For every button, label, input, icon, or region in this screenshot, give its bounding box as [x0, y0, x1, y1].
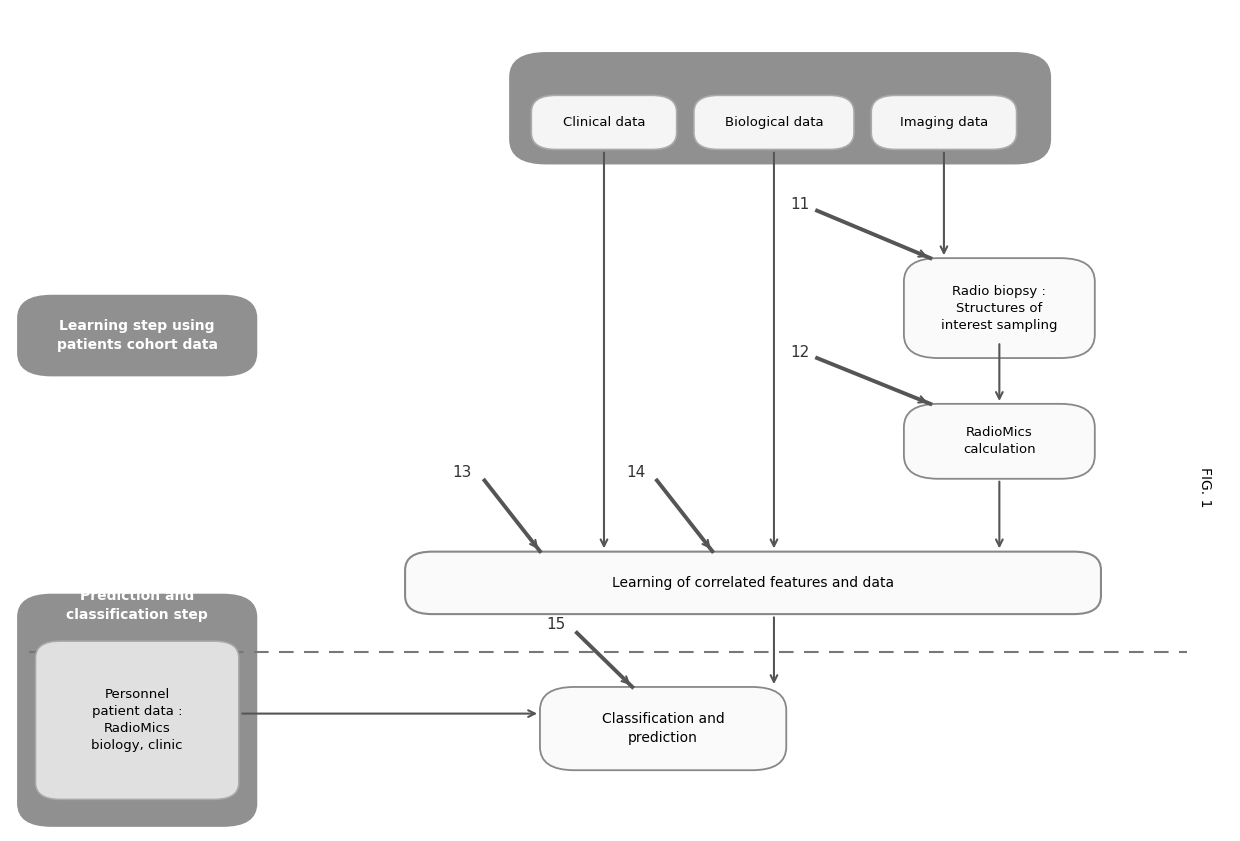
Text: 14: 14 — [626, 464, 645, 479]
Text: 11: 11 — [790, 197, 810, 211]
Text: Imaging data: Imaging data — [900, 116, 988, 129]
Text: Biological data: Biological data — [724, 116, 823, 129]
Text: Learning step using
patients cohort data: Learning step using patients cohort data — [57, 320, 218, 352]
Text: 15: 15 — [546, 617, 565, 632]
FancyBboxPatch shape — [904, 258, 1095, 358]
FancyBboxPatch shape — [694, 95, 854, 150]
Text: Radio biopsy :
Structures of
interest sampling: Radio biopsy : Structures of interest sa… — [941, 284, 1058, 331]
Text: Classification and
prediction: Classification and prediction — [601, 712, 724, 745]
FancyBboxPatch shape — [17, 294, 257, 377]
FancyBboxPatch shape — [405, 552, 1101, 614]
Text: FIG. 1: FIG. 1 — [1198, 467, 1211, 507]
Text: 13: 13 — [453, 464, 472, 479]
FancyBboxPatch shape — [510, 52, 1052, 165]
Text: Clinical data: Clinical data — [563, 116, 645, 129]
Text: Patients data: Patients data — [718, 99, 843, 117]
FancyBboxPatch shape — [36, 641, 239, 799]
FancyBboxPatch shape — [17, 594, 257, 827]
Text: RadioMics
calculation: RadioMics calculation — [963, 426, 1035, 457]
Text: 12: 12 — [790, 345, 810, 360]
FancyBboxPatch shape — [872, 95, 1017, 150]
FancyBboxPatch shape — [531, 95, 677, 150]
Text: Personnel
patient data :
RadioMics
biology, clinic: Personnel patient data : RadioMics biolo… — [92, 688, 184, 752]
Text: Learning of correlated features and data: Learning of correlated features and data — [613, 576, 894, 590]
FancyBboxPatch shape — [539, 687, 786, 770]
FancyBboxPatch shape — [904, 404, 1095, 479]
Text: Prediction and
classification step: Prediction and classification step — [66, 590, 208, 621]
